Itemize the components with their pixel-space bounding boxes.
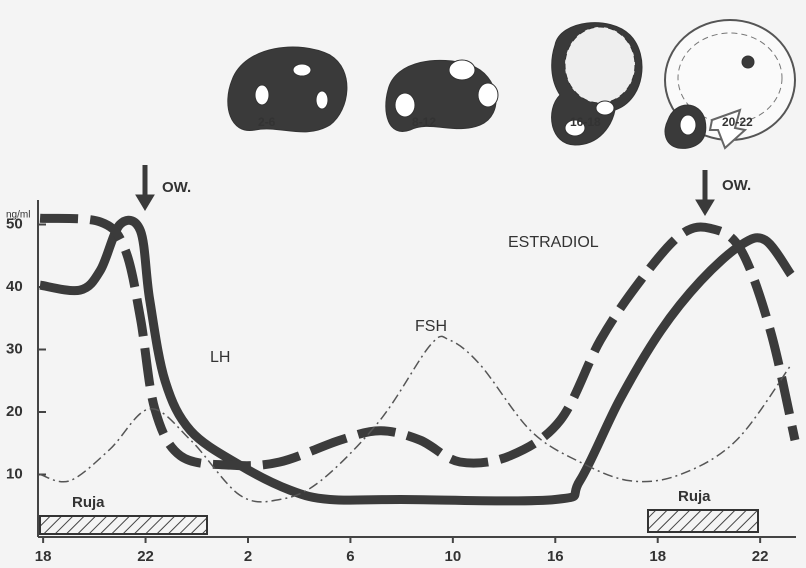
heat-bar <box>40 516 207 534</box>
heat-label: Ruja <box>678 488 711 505</box>
chart: OW. OW. Ruja Ruja ng/ml 1020304050182226… <box>0 0 806 568</box>
x-tick-label: 22 <box>137 548 154 565</box>
ovulation-label: OW. <box>162 179 191 196</box>
heat-bar <box>648 510 758 532</box>
y-tick-label: 40 <box>6 278 23 295</box>
stage-label: 20-22 <box>722 115 753 129</box>
x-tick-label: 10 <box>445 548 462 565</box>
x-tick-label: 16 <box>547 548 564 565</box>
ovulation-label: OW. <box>722 177 751 194</box>
y-tick-label: 30 <box>6 340 23 357</box>
series-label: FSH <box>415 318 447 335</box>
x-tick-label: 2 <box>244 548 252 565</box>
stage-label: 16-18 <box>570 115 601 129</box>
series-label: LH <box>210 349 230 366</box>
stage-label: 8-12 <box>412 115 436 129</box>
x-tick-label: 18 <box>649 548 666 565</box>
heat-label: Ruja <box>72 494 105 511</box>
x-tick-label: 22 <box>752 548 769 565</box>
x-tick-label: 18 <box>35 548 52 565</box>
x-tick-label: 6 <box>346 548 354 565</box>
series-label: ESTRADIOL <box>508 234 599 251</box>
y-tick-label: 10 <box>6 465 23 482</box>
y-tick-label: 20 <box>6 403 23 420</box>
y-tick-label: 50 <box>6 215 23 232</box>
stage-label: 2-6 <box>258 115 276 129</box>
